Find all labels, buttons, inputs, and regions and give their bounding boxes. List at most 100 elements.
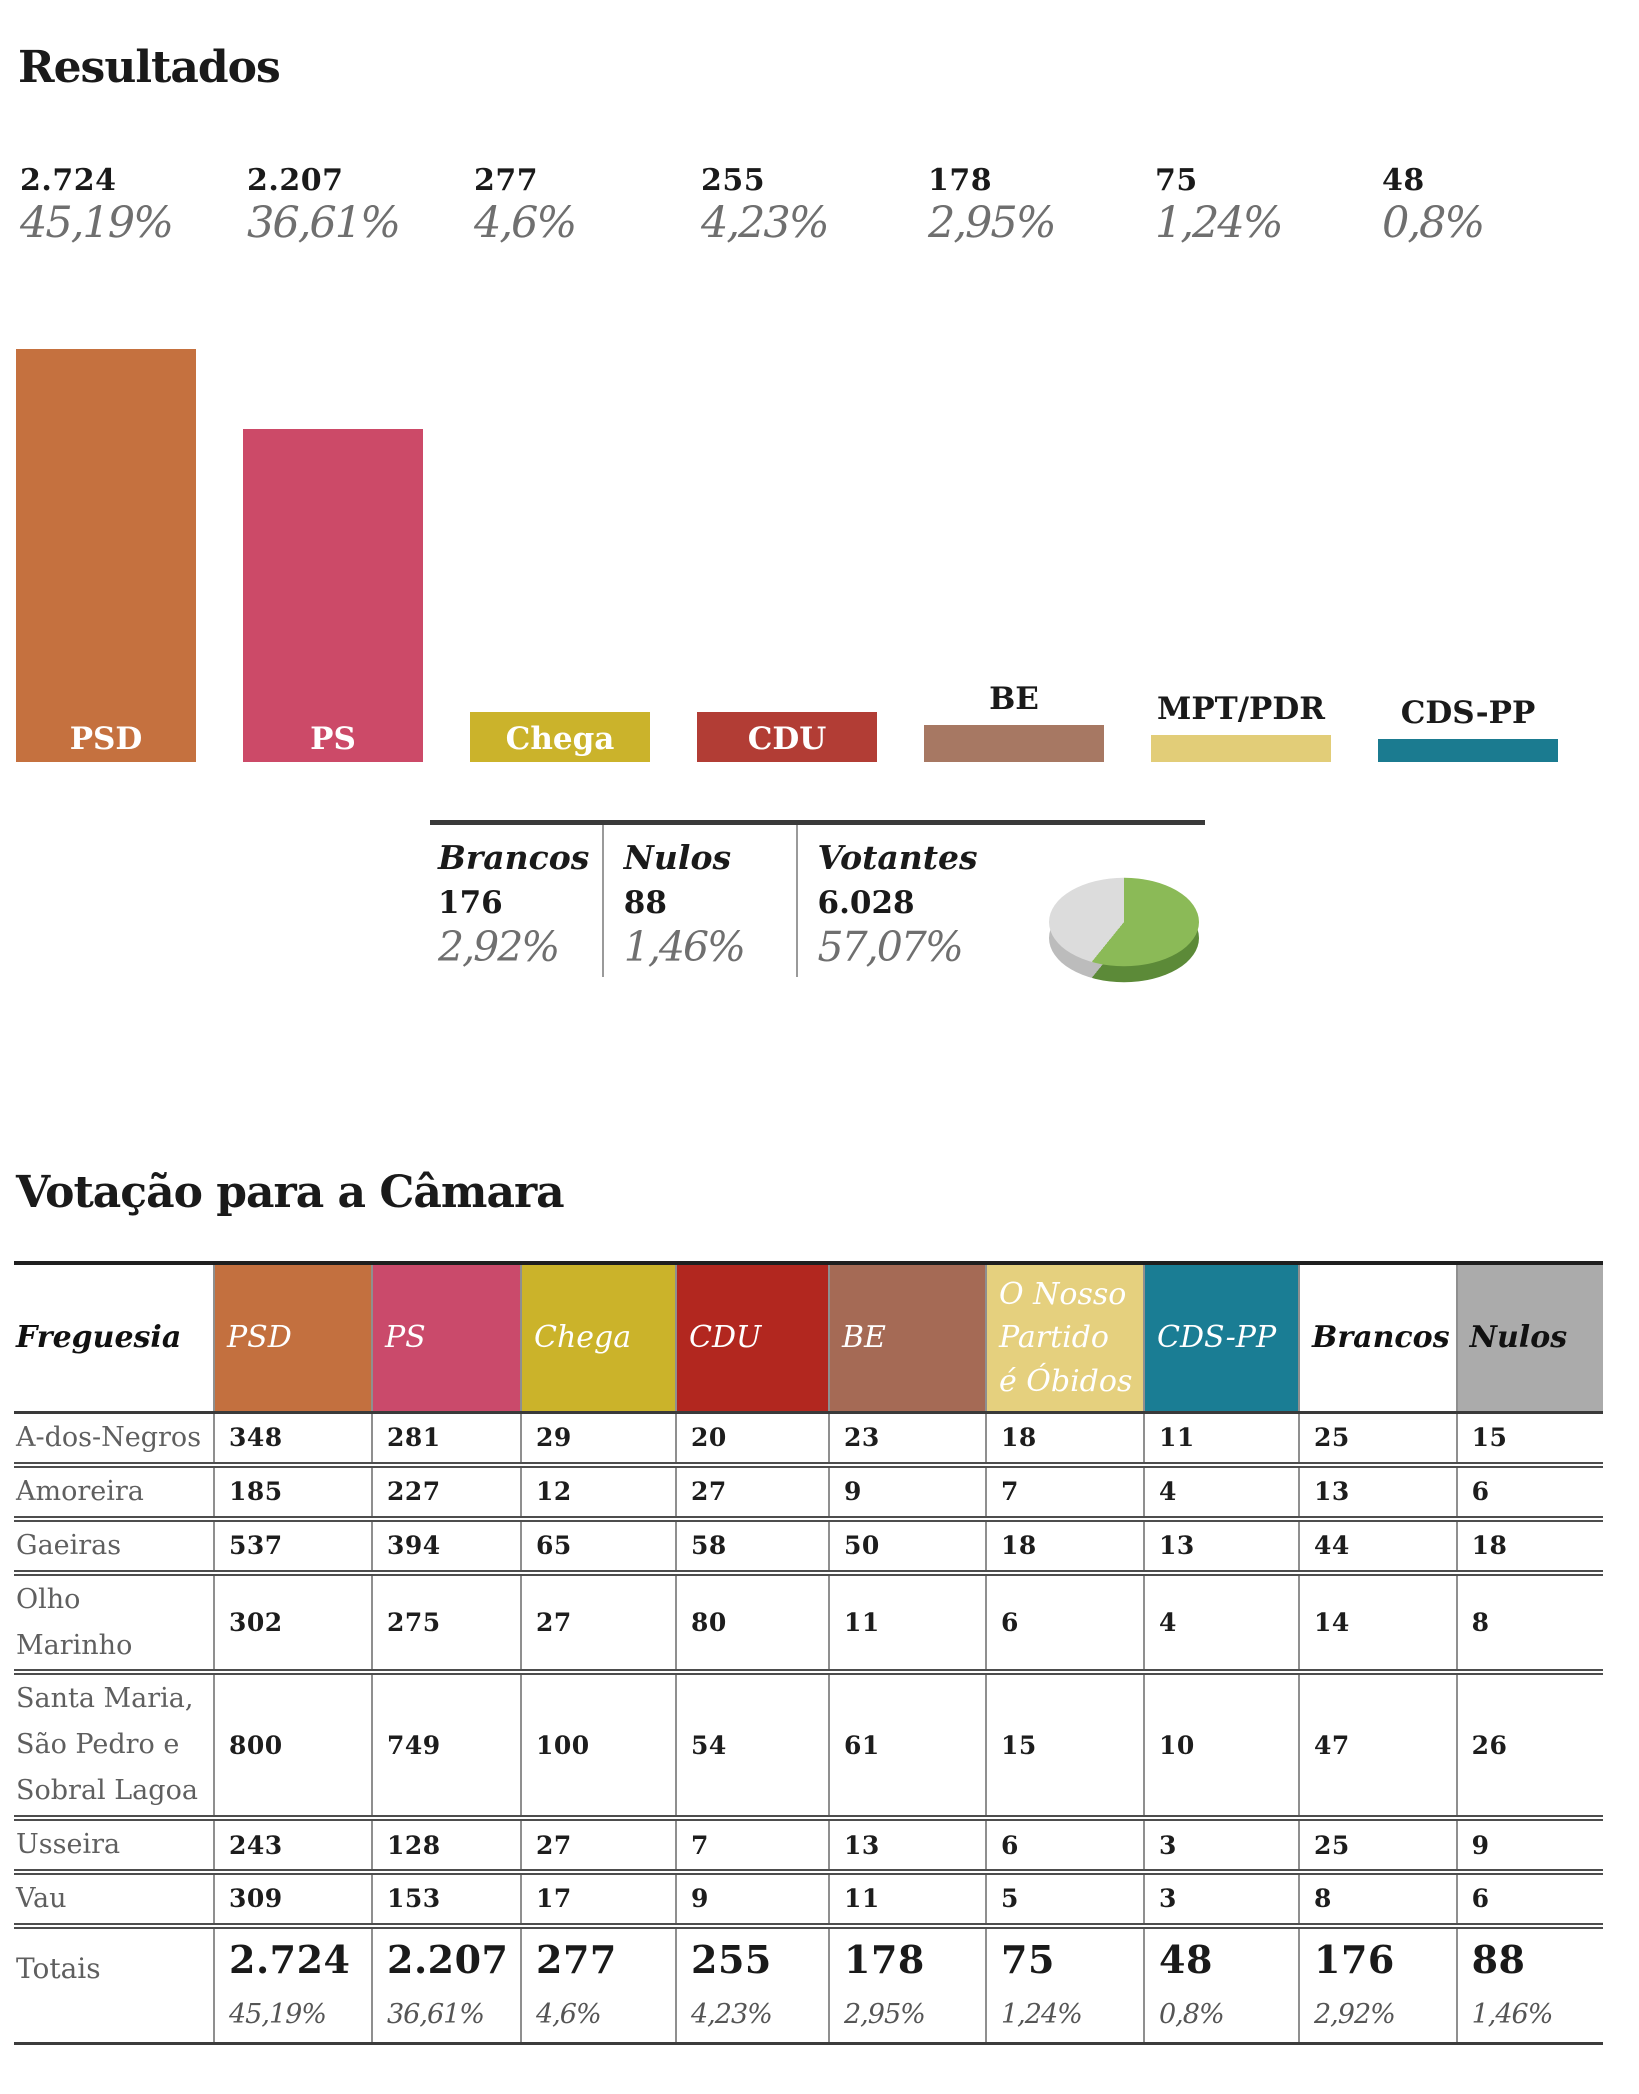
results-title: Resultados bbox=[18, 42, 281, 93]
total-value: 2.207 bbox=[387, 1936, 509, 1982]
votes-header-row: Freguesia PSD PS Chega CDU BE O Nosso Partido … bbox=[14, 1263, 1603, 1414]
stat-col-cdu: 255 4,23% bbox=[701, 166, 881, 245]
vote-count-be: 61 bbox=[828, 1669, 986, 1819]
stat-col-chega: 277 4,6% bbox=[474, 166, 654, 245]
vote-count-o-nosso-partido-bidos: 5 bbox=[985, 1869, 1144, 1926]
results-stats-row: 2.724 45,19% 2.207 36,61% 277 4,6% 255 4,23% 178… bbox=[20, 166, 1639, 245]
summary-cell-nulos: Nulos 88 1,46% bbox=[601, 825, 796, 977]
stat-col-be: 178 2,95% bbox=[928, 166, 1108, 245]
vote-count-cds-pp: 3 bbox=[1143, 1815, 1299, 1873]
total-pct: 2,92% bbox=[1314, 1998, 1396, 2030]
total-cell-cds-pp: 48 0,8% bbox=[1143, 1922, 1299, 2044]
votes-table-body: A-dos-Negros 348 281 29 20 23 18 11 25 15 Amoreira… bbox=[14, 1412, 1603, 2044]
vote-count-psd: 302 bbox=[213, 1569, 372, 1673]
vote-count-cdu: 80 bbox=[675, 1569, 829, 1673]
total-pct: 4,6% bbox=[536, 1998, 602, 2030]
stat-col-mpt-pdr: 75 1,24% bbox=[1155, 166, 1335, 245]
bar-label-be: BE bbox=[989, 681, 1039, 717]
vote-count-psd: 537 bbox=[213, 1515, 372, 1573]
stat-votes-psd: 2.724 bbox=[20, 163, 117, 198]
total-cell-psd: 2.724 45,19% bbox=[213, 1922, 372, 2044]
vote-count-be: 11 bbox=[828, 1869, 986, 1926]
total-pct: 1,24% bbox=[1001, 1998, 1083, 2030]
vote-count-chega: 29 bbox=[520, 1412, 676, 1465]
parish-name: Santa Maria, São Pedro e Sobral Lagoa bbox=[14, 1669, 214, 1819]
vote-count-chega: 12 bbox=[520, 1461, 676, 1519]
parish-name: Usseira bbox=[14, 1815, 214, 1873]
vote-count-ps: 227 bbox=[371, 1461, 521, 1519]
total-value: 176 bbox=[1314, 1936, 1395, 1982]
bar-label-cds-pp: CDS-PP bbox=[1400, 695, 1536, 731]
stat-votes-cdu: 255 bbox=[701, 163, 766, 198]
summary-pct-brancos: 2,92% bbox=[438, 923, 560, 971]
column-header-nulos: Nulos bbox=[1455, 1263, 1603, 1414]
vote-count-be: 23 bbox=[828, 1412, 986, 1465]
totals-label: Totais bbox=[14, 1922, 214, 2044]
vote-count-brancos: 14 bbox=[1298, 1569, 1457, 1673]
summary-label-votantes: Votantes bbox=[817, 838, 978, 877]
stat-col-psd: 2.724 45,19% bbox=[20, 166, 200, 245]
vote-count-brancos: 44 bbox=[1298, 1515, 1457, 1573]
election-results-page: { "header": { "title": "Resultados" }, "… bbox=[0, 46, 1639, 2094]
vote-count-brancos: 47 bbox=[1298, 1669, 1457, 1819]
vote-count-chega: 17 bbox=[520, 1869, 676, 1926]
bar-cdu: CDU bbox=[697, 712, 877, 762]
table-row-amoreira: Amoreira 185 227 12 27 9 7 4 13 6 bbox=[14, 1461, 1603, 1519]
vote-count-ps: 281 bbox=[371, 1412, 521, 1465]
vote-count-nulos: 8 bbox=[1455, 1569, 1603, 1673]
total-cell-be: 178 2,95% bbox=[828, 1922, 986, 2044]
vote-count-psd: 243 bbox=[213, 1815, 372, 1873]
total-pct: 2,95% bbox=[844, 1998, 926, 2030]
vote-count-chega: 100 bbox=[520, 1669, 676, 1819]
vote-count-o-nosso-partido-bidos: 15 bbox=[985, 1669, 1144, 1819]
vote-count-ps: 749 bbox=[371, 1669, 521, 1819]
vote-count-ps: 128 bbox=[371, 1815, 521, 1873]
stat-pct-ps: 36,61% bbox=[247, 198, 401, 248]
total-pct: 0,8% bbox=[1159, 1998, 1225, 2030]
vote-count-ps: 275 bbox=[371, 1569, 521, 1673]
camara-title: Votação para a Câmara bbox=[16, 1167, 565, 1218]
vote-count-nulos: 6 bbox=[1455, 1461, 1603, 1519]
column-header-o-nosso-partido-bidos: O Nosso Partido é Óbidos bbox=[985, 1263, 1144, 1414]
stat-pct-psd: 45,19% bbox=[20, 198, 174, 248]
bar-cds-pp: CDS-PP bbox=[1378, 698, 1558, 762]
parish-name: A-dos-Negros bbox=[16, 1422, 202, 1453]
parish-name: Olho Marinho bbox=[14, 1569, 214, 1673]
vote-count-cdu: 27 bbox=[675, 1461, 829, 1519]
total-value: 88 bbox=[1471, 1936, 1526, 1982]
vote-count-cdu: 54 bbox=[675, 1669, 829, 1819]
table-row-gaeiras: Gaeiras 537 394 65 58 50 18 13 44 18 bbox=[14, 1515, 1603, 1573]
vote-count-cds-pp: 4 bbox=[1143, 1569, 1299, 1673]
total-value: 178 bbox=[844, 1936, 925, 1982]
total-cell-cdu: 255 4,23% bbox=[675, 1922, 829, 2044]
summary-value-brancos: 176 bbox=[438, 885, 503, 921]
table-row-a-dos-negros: A-dos-Negros 348 281 29 20 23 18 11 25 15 bbox=[14, 1412, 1603, 1465]
bar-label-cdu: CDU bbox=[747, 721, 827, 757]
vote-count-cdu: 7 bbox=[675, 1815, 829, 1873]
bar-label-psd: PSD bbox=[69, 721, 143, 757]
total-cell-nulos: 88 1,46% bbox=[1455, 1922, 1603, 2044]
stat-votes-cds-pp: 48 bbox=[1382, 163, 1425, 198]
bar-be: BE bbox=[924, 684, 1104, 762]
column-header-cds-pp: CDS-PP bbox=[1143, 1263, 1299, 1414]
stat-votes-chega: 277 bbox=[474, 163, 539, 198]
vote-count-brancos: 8 bbox=[1298, 1869, 1457, 1926]
stat-pct-chega: 4,6% bbox=[474, 198, 577, 248]
total-value: 2.724 bbox=[229, 1936, 351, 1982]
bar-mpt-pdr: MPT/PDR bbox=[1151, 694, 1331, 762]
summary-table: Brancos 176 2,92% Nulos 88 1,46% Votantes 6.028… bbox=[430, 820, 1205, 999]
bar-chega: Chega bbox=[470, 712, 650, 762]
vote-count-cdu: 9 bbox=[675, 1869, 829, 1926]
stat-pct-mpt-pdr: 1,24% bbox=[1155, 198, 1284, 248]
column-header-chega: Chega bbox=[520, 1263, 676, 1414]
vote-count-cdu: 20 bbox=[675, 1412, 829, 1465]
vote-count-ps: 394 bbox=[371, 1515, 521, 1573]
summary-pct-votantes: 57,07% bbox=[817, 923, 964, 971]
bar-label-mpt-pdr: MPT/PDR bbox=[1157, 691, 1325, 727]
vote-count-nulos: 26 bbox=[1455, 1669, 1603, 1819]
stat-votes-mpt-pdr: 75 bbox=[1155, 163, 1198, 198]
parish-name: Gaeiras bbox=[14, 1515, 214, 1573]
stat-pct-cds-pp: 0,8% bbox=[1382, 198, 1485, 248]
vote-count-o-nosso-partido-bidos: 18 bbox=[985, 1412, 1144, 1465]
bar-label-ps: PS bbox=[310, 721, 356, 757]
